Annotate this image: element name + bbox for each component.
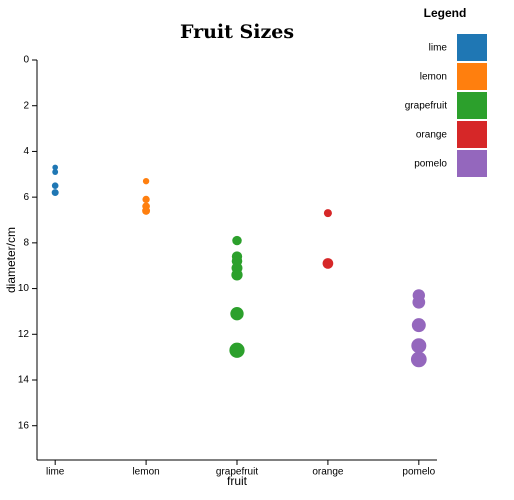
x-tick-label: orange <box>312 467 344 478</box>
x-tick-label: grapefruit <box>216 467 258 478</box>
point <box>230 307 244 321</box>
legend-label: lemon <box>420 72 447 83</box>
point <box>51 189 59 197</box>
legend-swatch <box>457 150 487 177</box>
point <box>51 182 59 190</box>
y-tick-label: 2 <box>23 100 29 111</box>
y-tick-label: 12 <box>18 329 30 340</box>
x-tick-label: pomelo <box>402 467 435 478</box>
y-tick-label: 8 <box>23 237 29 248</box>
y-tick-label: 6 <box>23 192 29 203</box>
x-tick-label: lemon <box>132 467 159 478</box>
point <box>322 258 334 269</box>
point <box>410 351 427 368</box>
point <box>323 209 332 218</box>
x-tick-label: lime <box>46 467 65 478</box>
legend-title: Legend <box>424 6 467 20</box>
y-tick-label: 16 <box>18 420 30 431</box>
legend-label: orange <box>416 130 448 141</box>
point <box>142 206 151 215</box>
point <box>411 338 427 354</box>
point <box>52 169 59 175</box>
point <box>231 269 243 281</box>
legend-label: grapefruit <box>405 101 447 112</box>
legend-swatch <box>457 34 487 61</box>
point <box>142 177 150 185</box>
y-tick-label: 0 <box>23 55 29 66</box>
y-tick-label: 4 <box>23 146 29 157</box>
legend-swatch <box>457 121 487 148</box>
x-axis-label: fruit <box>227 474 248 488</box>
point <box>411 318 426 333</box>
legend-label: lime <box>429 43 448 54</box>
point <box>412 295 426 309</box>
point <box>52 164 59 171</box>
legend-label: pomelo <box>414 159 447 170</box>
y-tick-label: 14 <box>18 375 30 386</box>
point <box>229 342 245 358</box>
legend-swatch <box>457 92 487 119</box>
chart-title: Fruit Sizes <box>180 21 294 43</box>
legend-swatch <box>457 63 487 90</box>
point <box>232 235 242 246</box>
point <box>142 195 150 204</box>
y-axis-label: diameter/cm <box>4 227 18 293</box>
y-tick-label: 10 <box>18 283 30 294</box>
